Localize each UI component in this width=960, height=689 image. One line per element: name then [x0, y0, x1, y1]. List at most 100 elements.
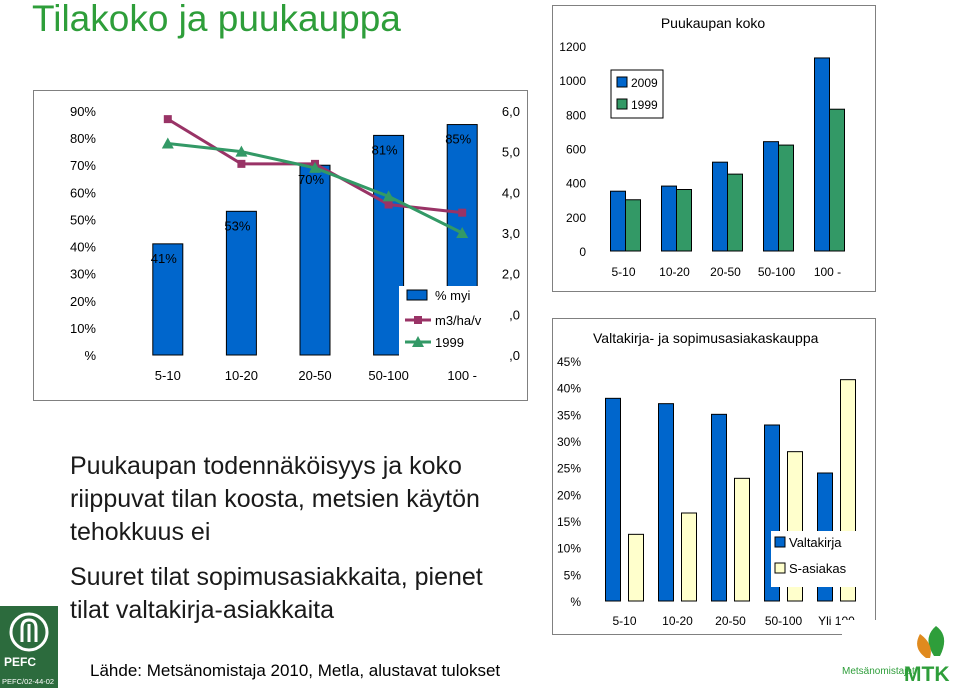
- bar-share: [152, 243, 184, 356]
- org-name: Metsänomistajat: [842, 666, 915, 677]
- legend-swatch: [406, 289, 428, 301]
- bar-1999: [727, 173, 743, 252]
- bar-1999: [625, 199, 641, 252]
- y-tick-label: 1200: [559, 40, 586, 54]
- legend-label: 1999: [631, 98, 658, 112]
- chart-panel-trade-size: Puukaupan koko 0 200 400 600 800 1000 1200 5-10 1…: [552, 5, 876, 292]
- bar-Valtakirja: [658, 403, 674, 602]
- legend-marker: [414, 316, 422, 324]
- y-tick-label: 40%: [70, 240, 96, 255]
- bar-share: [373, 134, 405, 356]
- legend-swatch: [616, 76, 628, 88]
- y2-tick-label: ,0: [509, 348, 520, 363]
- legend-label: Valtakirja: [789, 535, 842, 550]
- y2-tick-label: 4,0: [502, 185, 520, 200]
- y-tick-label: 80%: [70, 131, 96, 146]
- y-tick-label: 50%: [70, 212, 96, 227]
- legend-marker: [412, 336, 424, 347]
- y-tick-label: 40%: [557, 382, 581, 396]
- data-label: 53%: [224, 218, 250, 233]
- x-tick-label: 50-100: [368, 368, 408, 383]
- y-tick-label: 20%: [70, 294, 96, 309]
- y-tick-label: 400: [566, 177, 586, 191]
- caption-line-2: Suuret tilat sopimusasiakkaita, pienet t…: [70, 563, 483, 624]
- leaf-icon: [917, 626, 945, 658]
- x-tick-label: 50-100: [758, 265, 796, 279]
- line-marker: [163, 115, 172, 124]
- y-tick-label: 0: [579, 245, 586, 259]
- y2-tick-label: ,0: [509, 307, 520, 322]
- pefc-logo: PEFC PEFC/02-44-02: [0, 606, 58, 688]
- x-tick-label: 10-20: [662, 614, 693, 628]
- y-tick-label: 10%: [70, 321, 96, 336]
- y-tick-label: 30%: [70, 267, 96, 282]
- line-marker: [384, 200, 393, 209]
- x-tick-label: 100 -: [814, 265, 841, 279]
- caption-line-1: Puukaupan todennäköisyys ja koko riippuv…: [70, 452, 480, 546]
- y2-tick-label: 2,0: [502, 267, 520, 282]
- source-note: Lähde: Metsänomistaja 2010, Metla, alust…: [90, 661, 501, 680]
- y-tick-label: 600: [566, 143, 586, 157]
- x-tick-label: 5-10: [611, 265, 635, 279]
- chart-panel-sales-share: % 10% 20% 30% 40% 50% 60% 70% 80% 90% ,0 ,0 2,0 3,0 4,…: [33, 90, 528, 401]
- bar-2009: [814, 57, 830, 252]
- x-tick-label: 20-50: [715, 614, 746, 628]
- bar-2009: [763, 141, 779, 252]
- bar-S-asiakas: [734, 477, 750, 602]
- y-tick-label: 800: [566, 108, 586, 122]
- x-tick-label: 10-20: [659, 265, 690, 279]
- tree-icon: [9, 612, 49, 652]
- line-marker: [458, 208, 467, 217]
- line-marker: [235, 145, 248, 157]
- bar-1999: [676, 189, 692, 252]
- x-tick-label: 5-10: [612, 614, 636, 628]
- bar-Valtakirja: [605, 397, 621, 602]
- pefc-label: PEFC: [4, 655, 37, 669]
- y-tick-label: 60%: [70, 185, 96, 200]
- y-tick-label: 1000: [559, 74, 586, 88]
- chart-title: Valtakirja- ja sopimusasiakaskauppa: [593, 330, 819, 346]
- chart-panel-customer-type: Valtakirja- ja sopimusasiakaskauppa% 5% 10…: [552, 318, 876, 635]
- bar-1999: [778, 144, 794, 252]
- legend-swatch: [774, 562, 786, 574]
- legend-label: S-asiakas: [789, 561, 847, 576]
- y-tick-label: %: [84, 348, 96, 363]
- data-label: 70%: [298, 172, 324, 187]
- y-tick-label: 25%: [557, 462, 581, 476]
- caption: Puukaupan todennäköisyys ja koko riippuv…: [70, 450, 510, 639]
- x-tick-label: 20-50: [298, 368, 331, 383]
- x-tick-label: 5-10: [155, 368, 181, 383]
- y-tick-label: 30%: [557, 435, 581, 449]
- mtk-logo: Metsänomistajat MTK: [842, 620, 960, 689]
- y-tick-label: 70%: [70, 158, 96, 173]
- line-marker: [161, 137, 174, 149]
- bar-Valtakirja: [711, 413, 727, 602]
- legend-label: 1999: [435, 335, 464, 350]
- y2-tick-label: 6,0: [502, 104, 520, 119]
- bar-1999: [829, 108, 845, 252]
- y-tick-label: %: [570, 595, 581, 609]
- line-marker: [382, 190, 395, 202]
- bar-2009: [610, 190, 626, 252]
- bar-share: [299, 164, 331, 356]
- chart-customer-type: Valtakirja- ja sopimusasiakaskauppa% 5% 10…: [557, 330, 857, 628]
- y-tick-label: 20%: [557, 488, 581, 502]
- page-title: Tilakoko ja puukauppa: [32, 0, 401, 39]
- y-tick-label: 35%: [557, 408, 581, 422]
- legend-label: m3/ha/v: [435, 313, 482, 328]
- bar-2009: [661, 185, 677, 252]
- y-tick-label: 200: [566, 211, 586, 225]
- line-marker: [309, 161, 321, 173]
- line-marker: [237, 159, 246, 168]
- y-tick-label: 90%: [70, 104, 96, 119]
- legend-swatch: [774, 536, 786, 548]
- data-label: 41%: [151, 251, 177, 266]
- chart-sales-share: % 10% 20% 30% 40% 50% 60% 70% 80% 90% ,0 ,0 2,0 3,0 4,…: [70, 104, 520, 383]
- bar-2009: [712, 161, 728, 252]
- bar-S-asiakas: [681, 512, 697, 602]
- bar-share: [225, 210, 257, 356]
- chart-trade-size: Puukaupan koko 0 200 400 600 800 1000 1200 5-10 1…: [559, 15, 845, 279]
- legend-label: % myi: [435, 288, 471, 303]
- data-label: 81%: [372, 142, 398, 157]
- mtk-wordmark: MTK: [904, 663, 950, 686]
